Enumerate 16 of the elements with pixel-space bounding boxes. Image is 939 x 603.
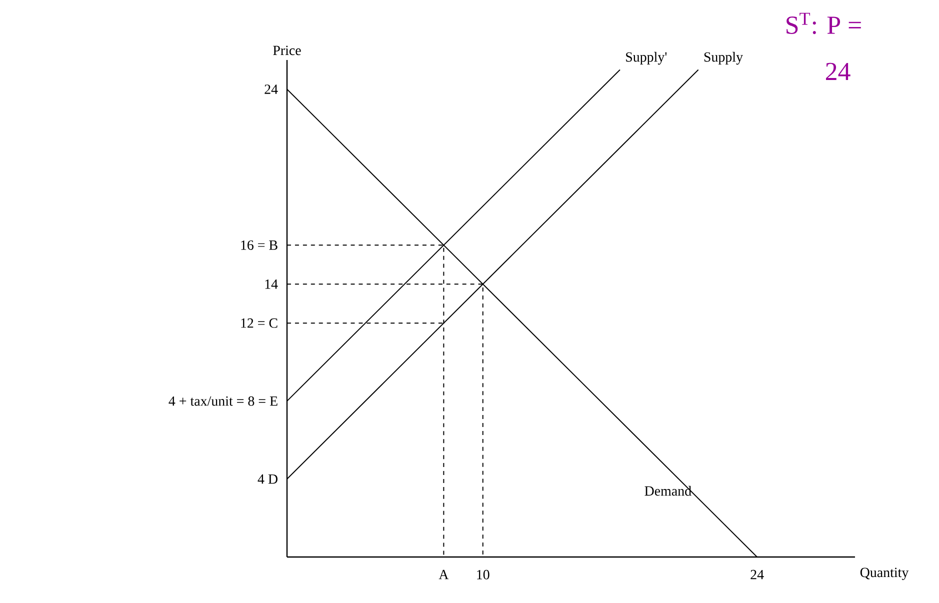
y-tick-label: 16 = B: [241, 240, 278, 250]
y-tick-label: 12 = C: [241, 318, 278, 328]
annotation: 24: [826, 62, 850, 80]
y-tick-label: 14: [265, 280, 278, 289]
y-axis-title: Price: [273, 46, 301, 56]
x-tick-label: 24: [750, 570, 764, 580]
text: S$^{T}$: P =: [786, 12, 861, 34]
x-tick-label: A: [438, 570, 449, 580]
series-label: Supply: [704, 52, 743, 65]
y-tick-label: 4 D: [258, 474, 278, 484]
series-label: Demand: [644, 486, 692, 496]
y-tick-label: 4 + tax/unit = 8 = E: [168, 396, 278, 406]
series-label: Supply': [626, 52, 667, 65]
x-tick-label: 10: [477, 570, 490, 580]
y-tick-label: 24: [264, 84, 278, 94]
x-axis-title: Quantity: [860, 568, 909, 580]
